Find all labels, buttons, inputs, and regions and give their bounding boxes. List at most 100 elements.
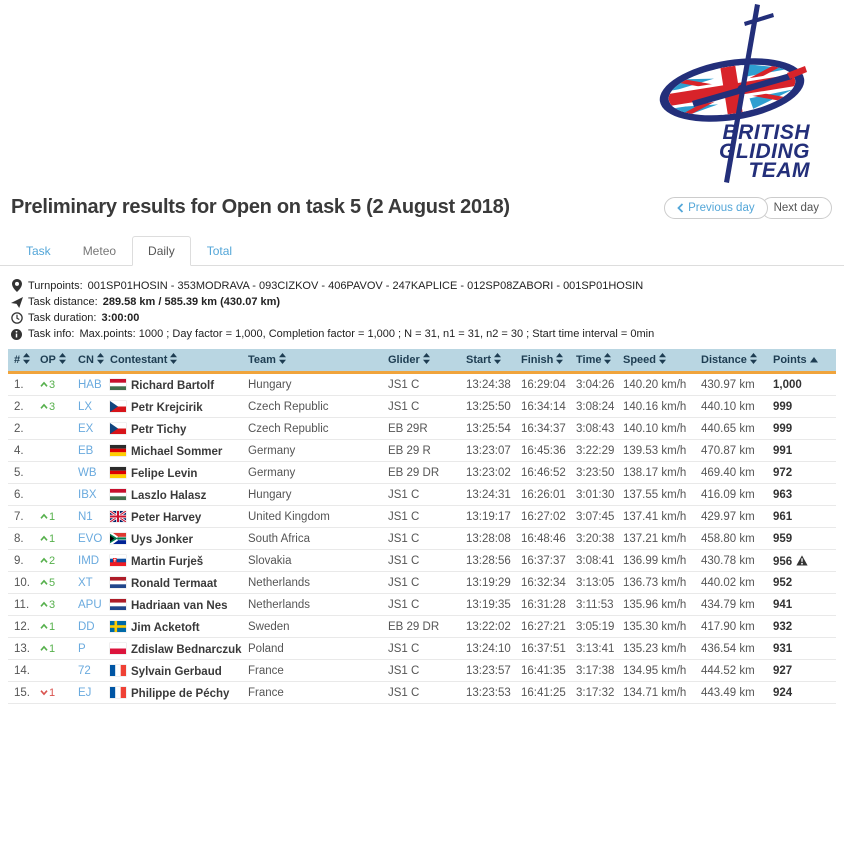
result-row: 6. IBX Laszlo Halasz Hungary JS1 C 13:24:31 16…	[8, 483, 836, 506]
contestant-cell: Peter Harvey	[104, 505, 242, 528]
flag-fr-icon	[110, 686, 126, 698]
column-header-glider[interactable]: Glider	[382, 349, 460, 374]
rank-change-cell: 3	[34, 395, 72, 418]
team-cell: South Africa	[242, 527, 382, 550]
logo-text-gliding: GLIDING	[719, 140, 810, 163]
competition-number-link[interactable]: EB	[78, 445, 94, 457]
column-header-points[interactable]: Points	[767, 349, 836, 374]
start-cell: 13:24:10	[460, 637, 515, 660]
tab-daily[interactable]: Daily	[132, 236, 191, 266]
points-cell: 956	[767, 549, 836, 572]
competition-number-link[interactable]: LX	[78, 401, 93, 413]
distance-cell: 430.78 km	[695, 549, 767, 572]
competition-number-link[interactable]: APU	[78, 599, 102, 611]
competition-number-link[interactable]: EVO	[78, 533, 103, 545]
competition-number-link[interactable]: 72	[78, 665, 91, 677]
time-cell: 3:23:50	[570, 461, 617, 484]
rank-cell: 8.	[8, 527, 34, 550]
tab-total[interactable]: Total	[206, 244, 233, 258]
finish-cell: 16:37:37	[515, 549, 570, 572]
sort-icon	[494, 353, 502, 367]
competition-number-link[interactable]: N1	[78, 511, 93, 523]
speed-cell: 134.71 km/h	[617, 681, 695, 704]
distance-cell: 470.87 km	[695, 439, 767, 462]
flag-hu-icon	[110, 488, 126, 500]
distance-cell: 440.65 km	[695, 417, 767, 440]
competition-number-link[interactable]: IBX	[78, 489, 97, 501]
contestant-name: Petr Tichy	[131, 423, 187, 436]
column-header-distance[interactable]: Distance	[695, 349, 767, 374]
team-cell: Hungary	[242, 483, 382, 506]
competition-number-link[interactable]: IMD	[78, 555, 100, 567]
result-row: 10. 5 XT Ronald Termaat Netherlands JS1 C 13:1…	[8, 571, 836, 594]
column-header-contestant[interactable]: Contestant	[104, 349, 242, 374]
chevron-up-icon	[40, 379, 49, 391]
speed-cell: 137.41 km/h	[617, 505, 695, 528]
rank-change-cell: 1	[34, 681, 72, 704]
competition-number-link[interactable]: EX	[78, 423, 94, 435]
time-cell: 3:13:05	[570, 571, 617, 594]
column-header-rank[interactable]: #	[8, 349, 34, 374]
sort-icon	[170, 353, 178, 367]
competition-number-link[interactable]: P	[78, 643, 86, 655]
task-info-label: Task distance:	[28, 296, 98, 308]
contestant-name: Felipe Levin	[131, 467, 198, 480]
glider-cell: EB 29 R	[382, 439, 460, 462]
contestant-cell: Laszlo Halasz	[104, 483, 242, 506]
next-day-button[interactable]: Next day	[760, 197, 832, 219]
column-header-start[interactable]: Start	[460, 349, 515, 374]
rank-cell: 11.	[8, 593, 34, 616]
speed-cell: 135.96 km/h	[617, 593, 695, 616]
column-header-time[interactable]: Time	[570, 349, 617, 374]
competition-number-link[interactable]: XT	[78, 577, 93, 589]
team-cell: Netherlands	[242, 593, 382, 616]
distance-cell: 416.09 km	[695, 483, 767, 506]
finish-cell: 16:37:51	[515, 637, 570, 660]
result-row: 9. 2 IMD Martin Furješ Slovakia JS1 C 13:28:56…	[8, 549, 836, 572]
rank-cell: 6.	[8, 483, 34, 506]
column-header-speed[interactable]: Speed	[617, 349, 695, 374]
team-cell: France	[242, 659, 382, 682]
day-nav-button-group: Previous day Next day	[664, 197, 832, 219]
start-cell: 13:25:54	[460, 417, 515, 440]
competition-number-cell: WB	[72, 461, 104, 484]
tab-task[interactable]: Task	[26, 244, 51, 258]
rank-change-cell: 5	[34, 571, 72, 594]
sort-icon	[659, 353, 667, 367]
flag-cz-icon	[110, 400, 126, 412]
distance-cell: 444.52 km	[695, 659, 767, 682]
competition-number-link[interactable]: EJ	[78, 687, 92, 699]
glider-cell: JS1 C	[382, 637, 460, 660]
contestant-name: Sylvain Gerbaud	[131, 665, 222, 678]
competition-number-link[interactable]: HAB	[78, 379, 102, 391]
logo-text-team: TEAM	[749, 159, 811, 182]
column-label: Points	[773, 353, 807, 366]
column-header-cn[interactable]: CN	[72, 349, 104, 374]
competition-number-cell: LX	[72, 395, 104, 418]
speed-cell: 140.10 km/h	[617, 417, 695, 440]
competition-number-link[interactable]: WB	[78, 467, 97, 479]
column-header-finish[interactable]: Finish	[515, 349, 570, 374]
task-info-value: 3:00:00	[101, 312, 140, 324]
time-cell: 3:08:24	[570, 395, 617, 418]
column-header-op[interactable]: OP	[34, 349, 72, 374]
glider-cell: JS1 C	[382, 483, 460, 506]
chevron-up-icon	[40, 621, 49, 633]
glider-silhouette	[692, 4, 807, 183]
speed-cell: 134.95 km/h	[617, 659, 695, 682]
flag-de-icon	[110, 444, 126, 456]
flag-sk-icon	[110, 554, 126, 566]
competition-number-link[interactable]: DD	[78, 621, 95, 633]
result-row: 14. 72 Sylvain Gerbaud France JS1 C 13:23:57 1…	[8, 659, 836, 682]
competition-number-cell: EX	[72, 417, 104, 440]
chevron-up-icon	[40, 577, 49, 589]
speed-cell: 137.21 km/h	[617, 527, 695, 550]
contestant-name: Petr Krejcirik	[131, 401, 203, 414]
previous-day-button[interactable]: Previous day	[664, 197, 768, 219]
map-marker-icon	[10, 279, 23, 292]
column-label: Glider	[388, 354, 420, 366]
column-header-team[interactable]: Team	[242, 349, 382, 374]
rank-change-cell	[34, 659, 72, 682]
distance-cell: 436.54 km	[695, 637, 767, 660]
tab-meteo[interactable]: Meteo	[82, 244, 117, 258]
